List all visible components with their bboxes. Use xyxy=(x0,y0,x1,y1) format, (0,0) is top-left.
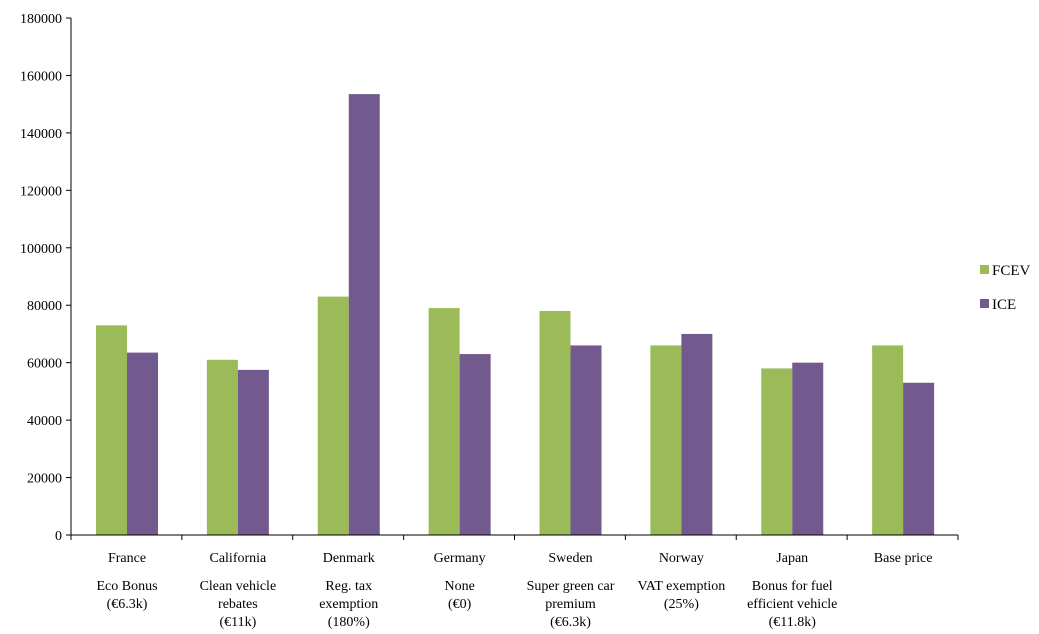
x-category-label: Sweden xyxy=(548,551,592,566)
bar-ice-norway xyxy=(681,333,713,535)
x-category-sublabel: premium xyxy=(545,597,596,612)
bar-ice-california xyxy=(237,369,269,535)
y-tick-label: 80000 xyxy=(27,299,62,314)
bar-fcev-norway xyxy=(650,345,682,535)
bar-ice-germany xyxy=(459,354,491,535)
legend-label-fcev: FCEV xyxy=(992,263,1031,279)
x-category-sublabel: exemption xyxy=(319,597,378,612)
x-category-label: Base price xyxy=(874,551,933,566)
x-category-sublabel: Super green car xyxy=(527,579,615,594)
x-category-sublabel: (180%) xyxy=(328,615,370,630)
x-category-sublabel: (€0) xyxy=(448,597,472,612)
bar-fcev-germany xyxy=(428,308,460,535)
x-category-label: Japan xyxy=(776,551,808,566)
x-category-sublabel: (€6.3k) xyxy=(107,597,148,612)
legend-swatch-fcev xyxy=(980,265,989,274)
x-category-sublabel: (€11.8k) xyxy=(769,615,817,630)
bar-ice-base-price xyxy=(903,382,935,535)
y-tick-label: 120000 xyxy=(20,184,62,199)
x-category-sublabel: (€11k) xyxy=(219,615,256,630)
bar-fcev-base-price xyxy=(872,345,904,535)
x-category-sublabel: (25%) xyxy=(664,597,699,612)
x-axis: France Eco Bonus (€6.3k) California Clean ve… xyxy=(70,534,959,630)
y-tick-label: 0 xyxy=(55,529,62,544)
x-category-label: California xyxy=(209,551,267,566)
x-category-label: Germany xyxy=(434,551,486,566)
x-category-sublabel: (€6.3k) xyxy=(550,615,591,630)
bar-ice-sweden xyxy=(570,345,602,535)
legend-label-ice: ICE xyxy=(992,297,1016,313)
y-tick-label: 140000 xyxy=(20,127,62,142)
x-category-label: Norway xyxy=(659,551,704,566)
x-category-sublabel: Reg. tax xyxy=(325,579,372,594)
legend-swatch-ice xyxy=(980,299,989,308)
bar-fcev-japan xyxy=(761,368,793,535)
y-tick-label: 40000 xyxy=(27,414,62,429)
bar-ice-france xyxy=(127,352,158,535)
y-tick-label: 60000 xyxy=(27,357,62,372)
x-category-label: Denmark xyxy=(323,551,375,566)
y-tick-label: 180000 xyxy=(20,12,62,27)
bar-fcev-france xyxy=(96,325,127,535)
bar-fcev-california xyxy=(206,359,238,535)
x-category-sublabel: rebates xyxy=(218,597,258,612)
y-axis: 0 20000 40000 60000 80000 100000 120000 140000 1… xyxy=(20,12,72,544)
bar-ice-japan xyxy=(792,362,824,535)
y-tick-label: 100000 xyxy=(20,242,62,257)
x-category-sublabel: VAT exemption xyxy=(637,579,725,594)
x-category-sublabel: Eco Bonus xyxy=(96,579,157,594)
bars xyxy=(96,94,935,535)
y-tick-label: 20000 xyxy=(27,472,62,487)
x-category-sublabel: efficient vehicle xyxy=(747,597,837,612)
legend: FCEV ICE xyxy=(980,263,1031,313)
y-tick-label: 160000 xyxy=(20,69,62,84)
bar-fcev-denmark xyxy=(317,296,349,535)
x-category-label: France xyxy=(108,551,146,566)
x-category-sublabel: Bonus for fuel xyxy=(752,579,833,594)
bar-ice-denmark xyxy=(348,94,380,535)
bar-fcev-sweden xyxy=(539,310,571,535)
x-category-sublabel: Clean vehicle xyxy=(200,579,277,594)
x-category-sublabel: None xyxy=(444,579,474,594)
